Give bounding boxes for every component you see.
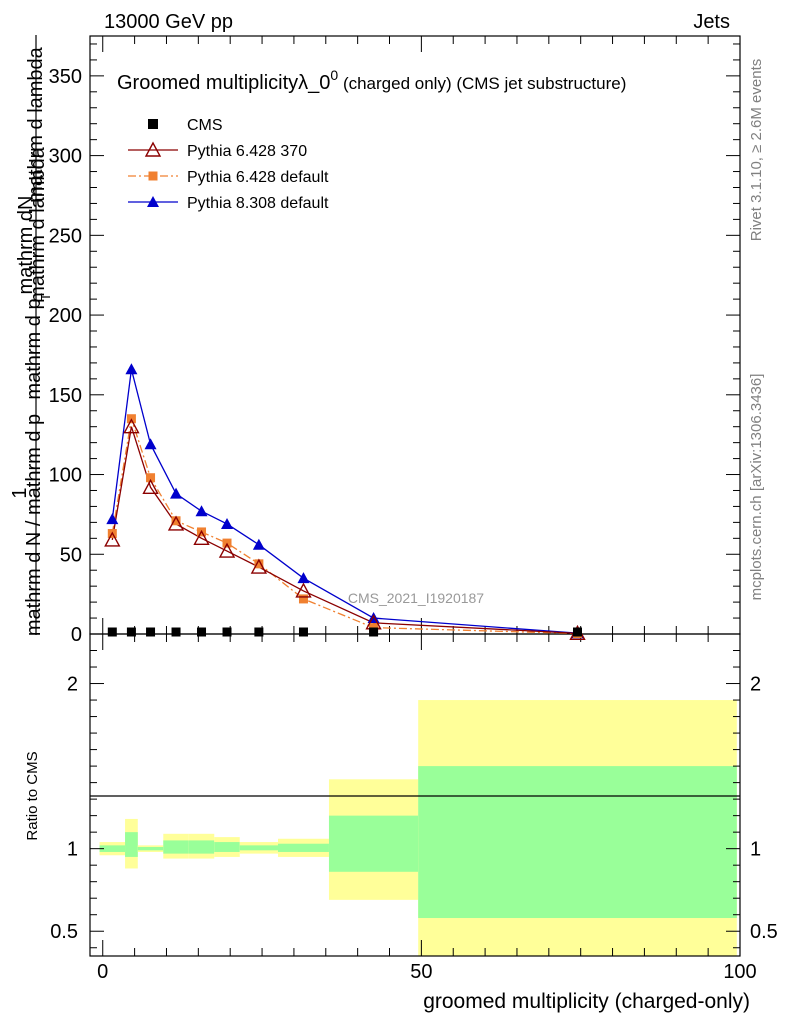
ratio-band-green-5 [214, 842, 240, 852]
series-3-point-7 [297, 572, 310, 584]
ratio-bands [99, 700, 737, 956]
ratio-band-green-9 [418, 766, 737, 919]
x-tick-labels: 0 50 100 [97, 961, 757, 983]
series-1-point-6 [250, 558, 268, 574]
ratio-y-label: Ratio to CMS [24, 751, 41, 840]
ratio-band-green-0 [99, 845, 126, 852]
y-label-sub: T [38, 293, 53, 301]
title-sup: 0 [330, 67, 338, 83]
series-3-point-1 [125, 363, 138, 375]
series-3-point-2 [144, 438, 157, 450]
y-tick-labels: 0 50 100 150 200 250 300 350 [49, 66, 82, 646]
x-tick-50: 50 [410, 961, 432, 983]
series-line-3 [111, 369, 578, 634]
series-1-point-1 [123, 418, 140, 434]
legend-label-pythia8-default: Pythia 8.308 default [187, 195, 329, 212]
ratio-band-green-8 [328, 815, 419, 872]
series-0-point-3 [171, 627, 181, 637]
series-1-point-7 [295, 582, 312, 598]
y-tick-200: 200 [49, 305, 82, 327]
series-layer [104, 363, 586, 641]
series-0-point-5 [222, 627, 232, 637]
y-label-den-end: mathrm d lambda [27, 146, 49, 302]
series-line-1 [111, 426, 578, 635]
ratio-band-green-4 [188, 840, 215, 854]
main-axis-ticks [90, 43, 740, 635]
legend-marker-pythia8-default [147, 196, 159, 207]
legend-label-pythia6-default: Pythia 6.428 default [187, 169, 329, 186]
series-3-point-6 [252, 538, 265, 550]
y-tick-350: 350 [49, 66, 82, 88]
rivet-note: Rivet 3.1.10, ≥ 2.6M events [748, 59, 765, 242]
ratio-tick-left-0.5: 0.5 [50, 921, 78, 943]
series-3-point-0 [106, 513, 119, 525]
energy-label: 13000 GeV pp [104, 11, 233, 33]
title-rest: (charged only) (CMS jet substructure) [338, 74, 626, 93]
ratio-axis-ticks [90, 650, 740, 949]
series-0-point-8 [369, 627, 379, 637]
series-2-point-6 [254, 559, 264, 569]
x-tick-100: 100 [723, 961, 756, 983]
series-2-point-3 [171, 516, 181, 526]
series-2-point-2 [146, 473, 156, 483]
y-label-numerator: mathrm dN [15, 196, 37, 295]
series-0-point-1 [126, 627, 136, 637]
series-1-point-0 [104, 531, 121, 547]
series-3-point-5 [221, 517, 234, 529]
series-0-point-2 [146, 627, 156, 637]
y-tick-150: 150 [49, 385, 82, 407]
ratio-band-green-6 [239, 845, 278, 851]
legend-marker-cms [148, 119, 158, 129]
series-0-point-6 [254, 627, 264, 637]
ratio-band-green-3 [163, 840, 189, 854]
series-1-point-3 [167, 515, 185, 531]
title-lambda: λ_0 [298, 72, 330, 94]
ratio-tick-left-2: 2 [67, 674, 78, 696]
y-axis-label: mathrm dN mathrm d lambda 1 mathrm d N /… [9, 35, 53, 636]
title-main: Groomed multiplicity [117, 72, 298, 94]
series-0-point-7 [298, 627, 308, 637]
series-0-point-0 [107, 627, 117, 637]
series-line-2 [111, 418, 578, 635]
ratio-tick-left-1: 1 [67, 839, 78, 861]
ratio-band-green-2 [137, 847, 164, 851]
plot-title: Groomed multiplicityλ_00 (charged only) … [117, 67, 626, 94]
ratio-tick-right-2: 2 [750, 674, 761, 696]
legend-label-pythia6-370: Pythia 6.428 370 [187, 143, 307, 160]
series-3-point-3 [170, 487, 183, 499]
y-tick-100: 100 [49, 465, 82, 487]
ratio-band-green-1 [125, 832, 138, 857]
legend-marker-pythia6-370 [144, 141, 162, 157]
series-2-point-7 [298, 594, 308, 604]
ratio-band-green-7 [277, 843, 329, 852]
ratio-tick-right-1: 1 [750, 839, 761, 861]
x-tick-0: 0 [97, 961, 108, 983]
y-tick-250: 250 [49, 225, 82, 247]
y-label-den-mid: mathrm d p [23, 298, 45, 399]
category-label: Jets [693, 11, 730, 33]
series-3-point-4 [195, 505, 208, 517]
ratio-tick-right-0.5: 0.5 [750, 921, 778, 943]
series-0-point-9 [573, 627, 582, 637]
series-0-point-4 [197, 627, 207, 637]
legend-marker-pythia6-default [148, 171, 158, 181]
y-tick-50: 50 [60, 544, 82, 566]
y-label-one: 1 [9, 487, 31, 498]
series-3-point-8 [367, 612, 380, 624]
analysis-id: CMS_2021_I1920187 [348, 590, 484, 606]
y-label-denominator: mathrm d N / mathrm d p [23, 414, 45, 636]
ratio-panel-frame [89, 633, 741, 957]
x-axis-label: groomed multiplicity (charged-only) [423, 990, 750, 1013]
y-tick-300: 300 [49, 146, 82, 168]
legend: CMS Pythia 6.428 370 Pythia 6.428 defaul… [128, 117, 329, 212]
series-1-point-2 [142, 478, 159, 494]
y-tick-0: 0 [71, 624, 82, 646]
series-1-point-4 [193, 529, 210, 546]
ratio-tick-labels: 0.5 1 2 0.5 1 2 [50, 674, 778, 944]
legend-label-cms: CMS [187, 117, 223, 134]
series-1-point-5 [218, 542, 236, 558]
mcplots-note: mcplots.cern.ch [arXiv:1306.3436] [748, 374, 765, 601]
